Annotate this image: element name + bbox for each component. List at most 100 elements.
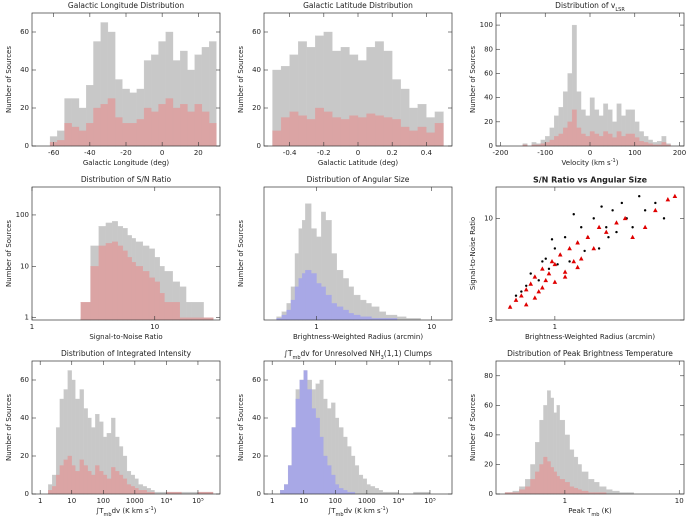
bar [299, 379, 304, 495]
x-tick-label: 20 [194, 149, 203, 157]
bar [78, 130, 87, 147]
x-tick-label: -0.2 [317, 149, 331, 157]
bar [272, 130, 282, 147]
bar [360, 316, 367, 321]
bar [585, 136, 591, 147]
text-part: -1 [381, 506, 386, 512]
bar [306, 119, 316, 147]
bar [576, 127, 582, 147]
point [603, 229, 609, 234]
point [532, 274, 538, 279]
bar [127, 257, 132, 321]
bar [71, 465, 76, 495]
y-tick-label: 10 [484, 214, 493, 222]
bar [562, 127, 568, 147]
bar [136, 119, 145, 147]
point [583, 249, 586, 253]
x-tick-label: 10 [427, 323, 436, 331]
bar [621, 136, 626, 147]
bar [315, 107, 324, 147]
bar [99, 471, 104, 495]
bar [142, 490, 147, 495]
point [519, 293, 524, 298]
point [557, 252, 563, 257]
bar [362, 478, 367, 495]
bar [349, 115, 359, 147]
bar [298, 278, 303, 321]
plot-frame [495, 186, 685, 321]
bar [289, 111, 299, 147]
bar [111, 467, 116, 495]
point [631, 226, 634, 229]
plot-frame [31, 186, 221, 321]
y-tick-label: 40 [20, 414, 29, 422]
plot-frame [495, 360, 685, 495]
x-tick-label: 10⁵ [192, 497, 204, 505]
bar [392, 119, 401, 147]
bar [332, 117, 342, 147]
x-tick-label: 0 [588, 149, 592, 157]
point [547, 267, 551, 271]
bar [119, 474, 124, 495]
bar [83, 465, 88, 495]
y-axis-label: Number of Sources [237, 46, 245, 113]
bar [366, 484, 371, 495]
y-tick-label: 0 [25, 490, 29, 498]
bar [417, 126, 427, 147]
bar [148, 277, 155, 321]
bar [75, 471, 80, 495]
bar [616, 131, 622, 147]
plot-frame [31, 360, 221, 495]
point [662, 217, 666, 220]
bar [172, 107, 181, 147]
point [528, 281, 534, 286]
x-tick-label: 0.2 [387, 149, 398, 157]
bar [55, 474, 61, 495]
y-tick-label: 80 [484, 372, 493, 380]
bar [370, 486, 376, 495]
y-axis-label: Number of Sources [5, 220, 13, 287]
y-tick-label: 20 [20, 104, 29, 112]
text-part: dv for Unresolved NH [301, 349, 381, 358]
x-axis-label: ∫Tmbdv (K km s-1) [96, 506, 157, 518]
bar [290, 299, 296, 321]
point [540, 285, 545, 290]
point [556, 263, 559, 266]
y-tick-label: 40 [484, 431, 493, 439]
bar [305, 269, 312, 321]
point [544, 257, 547, 260]
text-part: Peak T [568, 507, 592, 515]
point [525, 284, 528, 287]
bar [158, 104, 166, 147]
y-tick-label: 10 [20, 262, 29, 270]
text-part: LSR [615, 7, 625, 13]
x-tick-label: -0.4 [283, 149, 297, 157]
x-tick-label: 10 [150, 323, 159, 331]
bar [284, 484, 289, 495]
point [614, 220, 619, 225]
bar [409, 130, 418, 147]
point [563, 236, 567, 239]
x-tick-label: 0 [160, 149, 164, 157]
bar [135, 266, 144, 321]
point [665, 197, 671, 202]
bar [71, 126, 80, 147]
bar [319, 436, 324, 495]
x-tick-label: 1000 [126, 497, 144, 505]
bar [525, 486, 531, 495]
bar [434, 123, 444, 147]
bar [179, 286, 187, 321]
bar [594, 133, 600, 147]
bar [558, 133, 564, 147]
point [529, 272, 532, 275]
bar [378, 490, 383, 495]
bar [142, 271, 150, 321]
bar [545, 142, 550, 147]
bar [311, 408, 316, 495]
bar [323, 111, 333, 147]
bar [571, 109, 577, 147]
text-part: -1 [611, 158, 616, 164]
bar [316, 283, 322, 321]
point [553, 247, 557, 250]
bar [165, 98, 174, 147]
